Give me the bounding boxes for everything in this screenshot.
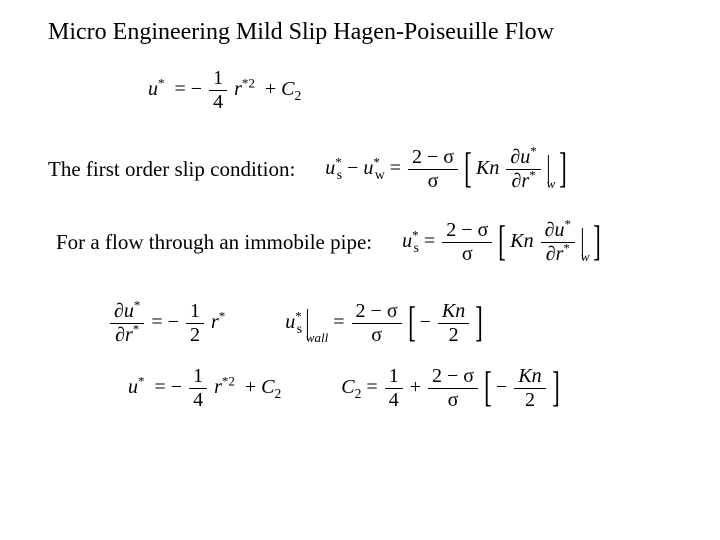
row-derivative-and-wall: ∂u* ∂r* = − 12 r* u*s |wall = 2 − σσ [ −… xyxy=(48,300,680,347)
eq-slip-condition: u*s − u*w = 2 − σσ [ Kn ∂u* ∂r* |w ] xyxy=(325,146,566,193)
row-final: u* = − 14 r*2 + C2 C2 = 14 + 2 − σσ [ − … xyxy=(48,365,680,412)
equation-u-profile: u* = − 14 r*2 + C2 xyxy=(48,67,680,114)
row-immobile-pipe: For a flow through an immobile pipe: u*s… xyxy=(48,219,680,266)
slide-title: Micro Engineering Mild Slip Hagen-Poiseu… xyxy=(48,18,680,47)
eq-u-profile-repeat: u* = − 14 r*2 + C2 xyxy=(128,365,281,412)
eq-derivative: ∂u* ∂r* = − 12 r* xyxy=(108,300,225,347)
eq-u-at-wall: u*s |wall = 2 − σσ [ − Kn2 ] xyxy=(285,300,482,347)
eq-content: u* = − 14 r*2 + C2 xyxy=(148,67,301,114)
row-slip-condition: The first order slip condition: u*s − u*… xyxy=(48,146,680,193)
label-immobile-pipe: For a flow through an immobile pipe: xyxy=(56,230,372,255)
label-slip-condition: The first order slip condition: xyxy=(48,157,295,182)
slide: Micro Engineering Mild Slip Hagen-Poiseu… xyxy=(0,0,720,412)
eq-immobile-pipe: u*s = 2 − σσ [ Kn ∂u* ∂r* |w ] xyxy=(402,219,600,266)
eq-c2: C2 = 14 + 2 − σσ [ − Kn2 ] xyxy=(341,365,558,412)
